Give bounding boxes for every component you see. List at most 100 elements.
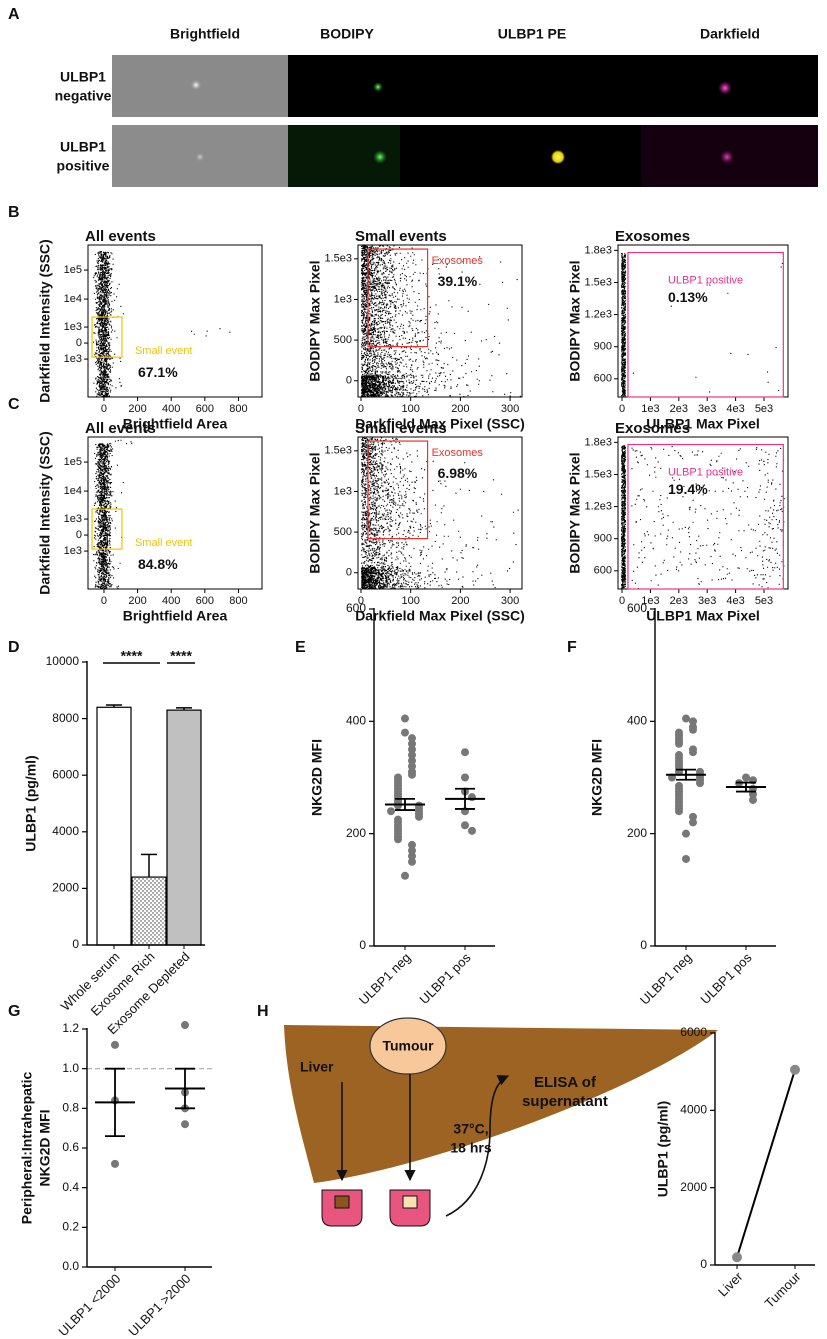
y-tick-label: 600 xyxy=(627,601,647,615)
data-point xyxy=(461,748,469,757)
data-point xyxy=(689,748,697,757)
tumour-label: Tumour xyxy=(382,1038,434,1054)
event-spot xyxy=(551,150,565,164)
fluorescence-image xyxy=(288,55,818,117)
x-tick-label: 200 xyxy=(128,595,146,607)
y-axis-label: NKG2D MFI xyxy=(309,739,325,816)
x-axis-label: ULBP1 Max Pixel xyxy=(646,416,760,432)
y-tick-label: 0 xyxy=(346,567,352,579)
x-tick-label: Tumour xyxy=(762,1268,804,1310)
y-axis-label: NKG2D MFI xyxy=(37,1110,53,1187)
panel-h-diagram: H Liver Tumour 37°C, 18 hrs ELISA of sup… xyxy=(257,1003,718,1227)
y-axis-label: Peripheral:Intrahepatic xyxy=(19,1072,35,1225)
panel-label: A xyxy=(8,6,20,23)
event-texture xyxy=(361,437,519,590)
y-tick-label: 1e3 xyxy=(334,485,352,497)
plot-title: Exosomes xyxy=(615,228,690,245)
x-tick-label: ULBP1 <2000 xyxy=(55,1271,123,1339)
x-tick-label: 0 xyxy=(358,595,364,607)
y-tick-label: 1e5 xyxy=(64,456,82,468)
y-axis-label: Darkfield Intensity (SSC) xyxy=(37,239,53,402)
y-axis-label: NKG2D MFI xyxy=(589,739,605,816)
data-point xyxy=(394,801,402,810)
event-spot xyxy=(190,79,202,91)
y-tick-label: 1.2e3 xyxy=(584,308,612,320)
data-point xyxy=(689,818,697,827)
x-axis-label: Brightfield Area xyxy=(123,416,228,432)
data-point xyxy=(682,829,690,838)
y-axis-label: ULBP1 (pg/ml) xyxy=(655,1101,671,1197)
y-tick-label: 200 xyxy=(346,826,366,840)
y-tick-label: 1.5e3 xyxy=(324,445,352,457)
liver-shape xyxy=(284,1025,718,1183)
column-header: Brightfield xyxy=(170,26,240,42)
x-tick-label: 200 xyxy=(451,403,469,415)
x-axis-label: ULBP1 Max Pixel xyxy=(646,608,760,624)
y-tick-label: 900 xyxy=(594,533,612,545)
data-point xyxy=(408,739,416,748)
gate xyxy=(91,316,123,358)
x-tick-label: 300 xyxy=(501,403,519,415)
gate xyxy=(627,251,784,398)
bar xyxy=(131,876,167,946)
y-tick-label: 0 xyxy=(359,938,366,952)
event-spot xyxy=(373,150,387,164)
liver-label: Liver xyxy=(300,1059,334,1075)
data-point xyxy=(111,1040,119,1049)
data-point xyxy=(181,1120,189,1129)
data-point xyxy=(461,821,469,830)
data-point xyxy=(689,812,697,821)
y-axis-label: BODIPY Max Pixel xyxy=(567,452,583,573)
x-tick-label: 5e3 xyxy=(755,595,773,607)
y-tick-label: 10000 xyxy=(46,654,80,668)
data-point xyxy=(401,728,409,737)
data-point xyxy=(682,854,690,863)
data-point xyxy=(415,812,423,821)
y-axis-label: BODIPY Max Pixel xyxy=(307,260,323,381)
y-tick-label: 600 xyxy=(594,565,612,577)
y-tick-label: 8000 xyxy=(52,711,79,725)
gate-label: Exosomes xyxy=(432,447,484,459)
plot-frame xyxy=(87,436,263,590)
event-spot xyxy=(720,150,734,164)
gate-label: Small event xyxy=(135,345,192,357)
data-point xyxy=(408,734,416,743)
gate xyxy=(367,248,429,348)
y-tick-label: 400 xyxy=(346,714,366,728)
gate-percent: 19.4% xyxy=(668,481,708,497)
x-axis-label: Darkfield Max Pixel (SSC) xyxy=(355,416,525,432)
x-axis-label: Brightfield Area xyxy=(123,608,228,624)
row-label: ULBP1 xyxy=(60,69,106,85)
gate xyxy=(627,443,784,590)
y-tick-label: 1.2e3 xyxy=(584,500,612,512)
data-point xyxy=(387,807,395,816)
x-tick-label: 200 xyxy=(128,403,146,415)
x-tick-label: 3e3 xyxy=(698,595,716,607)
panel-a: A Brightfield BODIPY ULBP1 PE Darkfield … xyxy=(8,6,818,187)
x-tick-label: 800 xyxy=(229,595,247,607)
panel-label: D xyxy=(8,639,20,656)
x-tick-label: 600 xyxy=(196,595,214,607)
y-tick-label: 6000 xyxy=(52,767,79,781)
y-tick-label: 0.8 xyxy=(62,1101,79,1115)
x-axis-label: Darkfield Max Pixel (SSC) xyxy=(355,608,525,624)
data-point xyxy=(408,857,416,866)
significance-label: **** xyxy=(121,648,143,664)
x-tick-label: 0 xyxy=(358,403,364,415)
y-tick-label: 1e4 xyxy=(64,485,82,497)
y-axis-label: BODIPY Max Pixel xyxy=(567,260,583,381)
y-tick-label: 0.4 xyxy=(62,1180,79,1194)
x-tick-label: ULBP1 pos xyxy=(416,950,473,1007)
y-tick-label: 1.5e3 xyxy=(584,468,612,480)
panel-label: G xyxy=(8,1003,20,1020)
panel-label: F xyxy=(567,639,577,656)
x-tick-label: 300 xyxy=(501,595,519,607)
x-tick-label: 600 xyxy=(196,403,214,415)
panel-label: E xyxy=(295,639,306,656)
data-point xyxy=(408,751,416,760)
data-point xyxy=(468,826,476,835)
data-point xyxy=(408,762,416,771)
gate-percent: 39.1% xyxy=(438,273,478,289)
y-axis-label: ULBP1 (pg/ml) xyxy=(23,755,39,851)
